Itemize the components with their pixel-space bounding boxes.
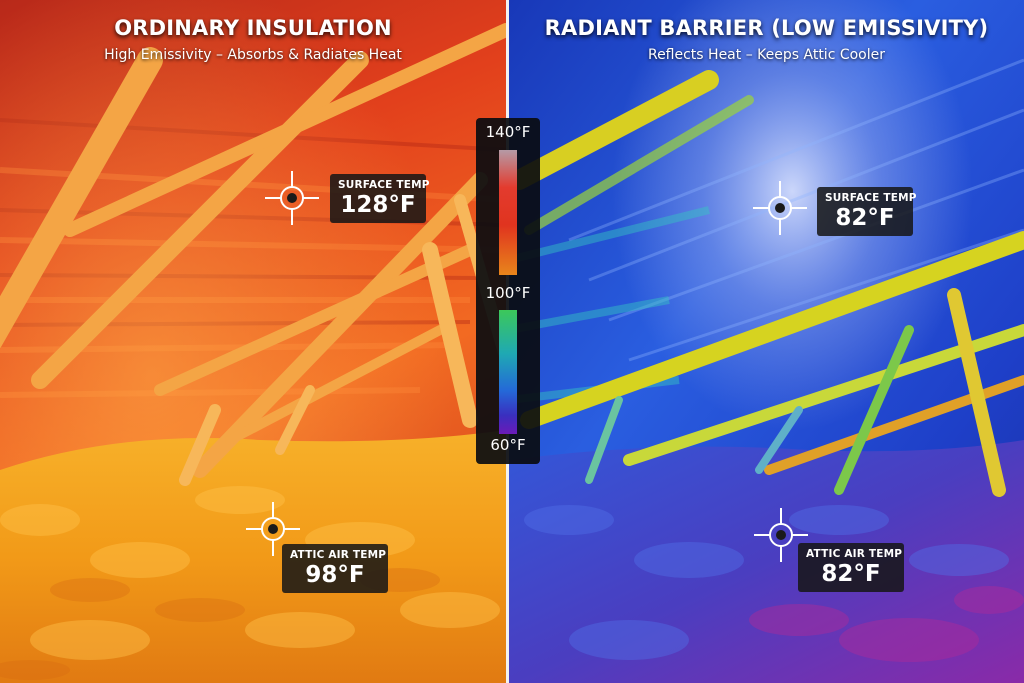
attic-air-temp-label: ATTIC AIR TEMP [290,549,387,561]
surface-temp-readout: SURFACE TEMP 82°F [817,187,917,236]
surface-temp-readout: SURFACE TEMP 128°F [330,174,430,223]
attic-air-temp-readout: ATTIC AIR TEMP 98°F [282,544,388,593]
radiant-barrier-subtitle: Reflects Heat – Keeps Attic Cooler [647,47,886,63]
radiant-barrier-title: RADIANT BARRIER (LOW EMISSIVITY) [544,16,989,40]
attic-air-temp-readout: ATTIC AIR TEMP 82°F [798,543,904,592]
surface-temp-label: SURFACE TEMP [338,179,430,191]
crosshair-icon [754,508,808,562]
attic-air-temp-value: 82°F [821,561,881,587]
crosshair-icon [753,181,807,235]
radiant-barrier-panel: RADIANT BARRIER (LOW EMISSIVITY) Reflect… [509,0,1024,683]
crosshair-icon [265,171,319,225]
ordinary-insulation-thermal-image [0,0,506,683]
scale-middle-label: 100°F [485,284,531,302]
attic-air-temp-label: ATTIC AIR TEMP [806,548,903,560]
surface-temp-label: SURFACE TEMP [825,192,917,204]
attic-air-temp-value: 98°F [305,562,365,588]
ordinary-insulation-subtitle: High Emissivity – Absorbs & Radiates Hea… [104,47,402,63]
scale-bottom-label: 60°F [490,436,526,454]
temperature-scale: 140°F 100°F 60°F [476,118,540,464]
surface-temp-value: 82°F [835,205,895,231]
scale-top-label: 140°F [485,123,531,141]
scale-cool-gradient [499,310,517,434]
scale-warm-gradient [499,150,517,275]
crosshair-icon [246,502,300,556]
radiant-barrier-thermal-image [509,0,1024,683]
ordinary-insulation-panel: ORDINARY INSULATION High Emissivity – Ab… [0,0,506,683]
ordinary-insulation-title: ORDINARY INSULATION [114,16,392,40]
surface-temp-value: 128°F [340,192,416,218]
